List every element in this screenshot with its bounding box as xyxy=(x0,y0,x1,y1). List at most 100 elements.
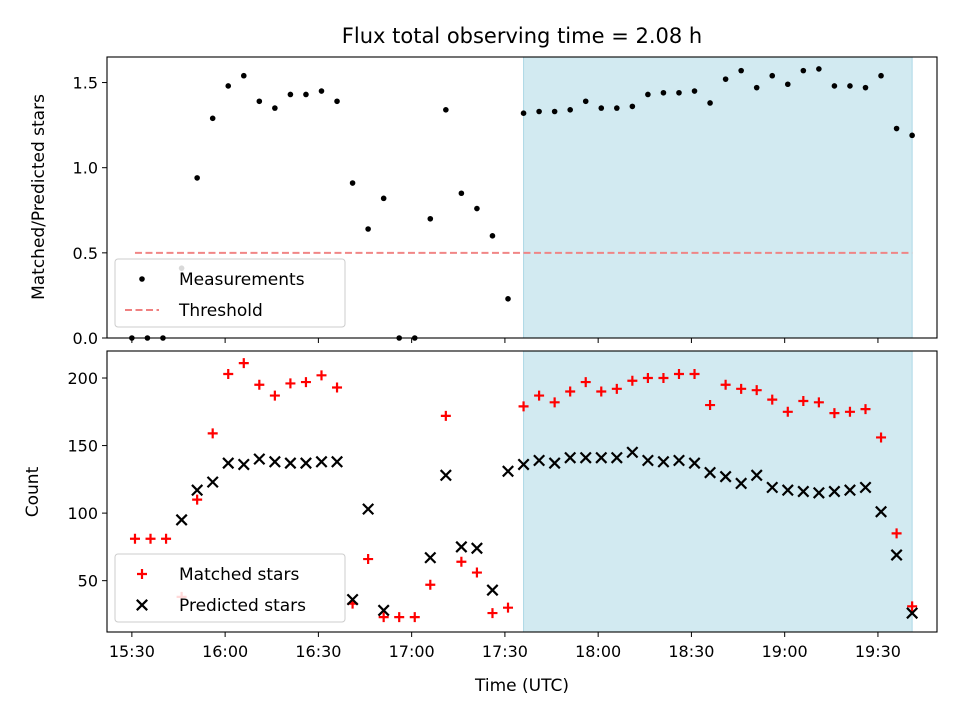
x-tick-label: 17:00 xyxy=(389,642,435,661)
data-point-0-34 xyxy=(660,89,667,96)
data-point-0-6 xyxy=(223,368,234,379)
data-point-0-36 xyxy=(689,368,700,379)
data-point-1-36 xyxy=(766,481,779,494)
data-point-0-38 xyxy=(722,76,729,82)
data-point-0-44 xyxy=(816,66,822,72)
data-point-1-16 xyxy=(455,540,468,553)
data-point-1-31 xyxy=(688,457,701,470)
shaded-region xyxy=(523,56,913,339)
data-point-0-13 xyxy=(334,98,340,105)
data-point-1-17 xyxy=(470,542,483,555)
legend-label-1: Threshold xyxy=(178,301,263,321)
data-point-0-9 xyxy=(269,390,280,401)
legend: Measurements Threshold xyxy=(114,258,346,328)
data-point-0-33 xyxy=(642,373,653,384)
data-point-0-10 xyxy=(287,91,294,98)
data-point-1-22 xyxy=(548,457,561,470)
legend-marker-0 xyxy=(137,569,147,579)
data-point-0-34 xyxy=(658,373,669,384)
data-point-0-42 xyxy=(784,81,791,88)
data-point-0-12 xyxy=(316,370,327,381)
data-point-1-26 xyxy=(610,451,623,464)
legend: Matched stars Predicted stars xyxy=(114,553,346,623)
data-point-1-21 xyxy=(533,454,546,467)
data-point-1-30 xyxy=(673,454,685,467)
data-point-0-38 xyxy=(720,379,731,390)
data-point-0-26 xyxy=(536,108,542,115)
data-point-0-10 xyxy=(285,378,296,389)
y-tick-label: 100 xyxy=(67,504,98,523)
data-point-0-7 xyxy=(238,358,249,369)
data-point-0-14 xyxy=(349,180,356,186)
data-point-0-42 xyxy=(782,406,793,417)
top-panel-plot: 0.0 0.5 1.0 1.5 Measurements Threshold xyxy=(73,56,938,348)
legend-label-0: Measurements xyxy=(179,270,305,290)
data-point-0-13 xyxy=(332,382,343,393)
data-point-0-44 xyxy=(813,397,824,408)
data-point-1-6 xyxy=(268,455,281,468)
data-point-1-33 xyxy=(719,470,732,483)
data-point-0-29 xyxy=(582,98,589,105)
data-point-0-23 xyxy=(489,233,496,239)
legend-label-1: Predicted stars xyxy=(179,596,306,616)
data-point-0-6 xyxy=(225,83,232,89)
data-point-0-43 xyxy=(798,395,809,406)
data-point-0-46 xyxy=(847,83,853,89)
data-point-0-20 xyxy=(440,410,451,421)
data-point-0-30 xyxy=(596,386,607,397)
data-point-0-16 xyxy=(380,195,387,202)
data-point-1-37 xyxy=(781,484,794,497)
data-point-0-19 xyxy=(425,579,436,590)
data-point-1-2 xyxy=(206,476,219,489)
legend-marker-1 xyxy=(136,599,148,611)
legend-label-0: Matched stars xyxy=(179,565,299,585)
shaded-region xyxy=(523,350,913,633)
data-point-0-25 xyxy=(518,401,529,412)
top-y-axis-label: Matched/Predicted stars xyxy=(29,94,49,300)
data-point-0-8 xyxy=(256,98,263,105)
data-point-0-45 xyxy=(831,83,838,89)
data-point-1-42 xyxy=(859,481,872,494)
data-point-1-40 xyxy=(828,485,841,498)
x-tick-label: 18:30 xyxy=(668,642,714,661)
chart-title: Flux total observing time = 2.08 h xyxy=(342,24,702,48)
data-point-1-15 xyxy=(439,469,452,482)
data-point-0-47 xyxy=(862,84,869,91)
data-point-1-41 xyxy=(843,484,856,497)
data-point-0-39 xyxy=(738,67,744,74)
x-tick-label: 17:30 xyxy=(482,642,528,661)
data-point-0-24 xyxy=(503,602,514,613)
data-point-0-16 xyxy=(378,612,389,623)
data-point-1-9 xyxy=(315,455,328,468)
data-point-0-39 xyxy=(736,383,747,394)
data-point-1-27 xyxy=(626,446,639,459)
data-point-0-35 xyxy=(673,368,684,379)
data-point-0-36 xyxy=(691,88,698,94)
data-point-0-8 xyxy=(254,379,265,390)
data-point-1-1 xyxy=(191,484,204,497)
data-point-1-43 xyxy=(875,505,888,518)
data-point-0-17 xyxy=(394,612,405,623)
data-point-1-7 xyxy=(284,457,297,470)
data-point-0-49 xyxy=(891,528,902,539)
data-point-0-37 xyxy=(705,400,716,411)
legend-marker-0 xyxy=(139,276,145,282)
legend-box xyxy=(114,553,346,623)
axes-frame xyxy=(106,56,938,339)
data-point-0-40 xyxy=(751,385,762,396)
data-point-1-38 xyxy=(797,485,810,498)
data-point-1-8 xyxy=(299,457,312,470)
data-point-0-41 xyxy=(769,72,776,79)
data-point-1-20 xyxy=(517,458,530,471)
data-point-0-50 xyxy=(909,132,915,139)
data-point-0-27 xyxy=(551,108,558,115)
data-point-1-19 xyxy=(502,465,514,478)
data-point-0-19 xyxy=(427,215,434,222)
data-point-1-34 xyxy=(735,477,748,490)
data-point-1-3 xyxy=(222,457,235,470)
data-point-0-25 xyxy=(520,110,527,116)
data-point-0-4 xyxy=(194,175,200,181)
data-point-0-4 xyxy=(192,494,203,505)
x-tick-label: 19:00 xyxy=(762,642,808,661)
data-point-0-23 xyxy=(487,608,498,619)
